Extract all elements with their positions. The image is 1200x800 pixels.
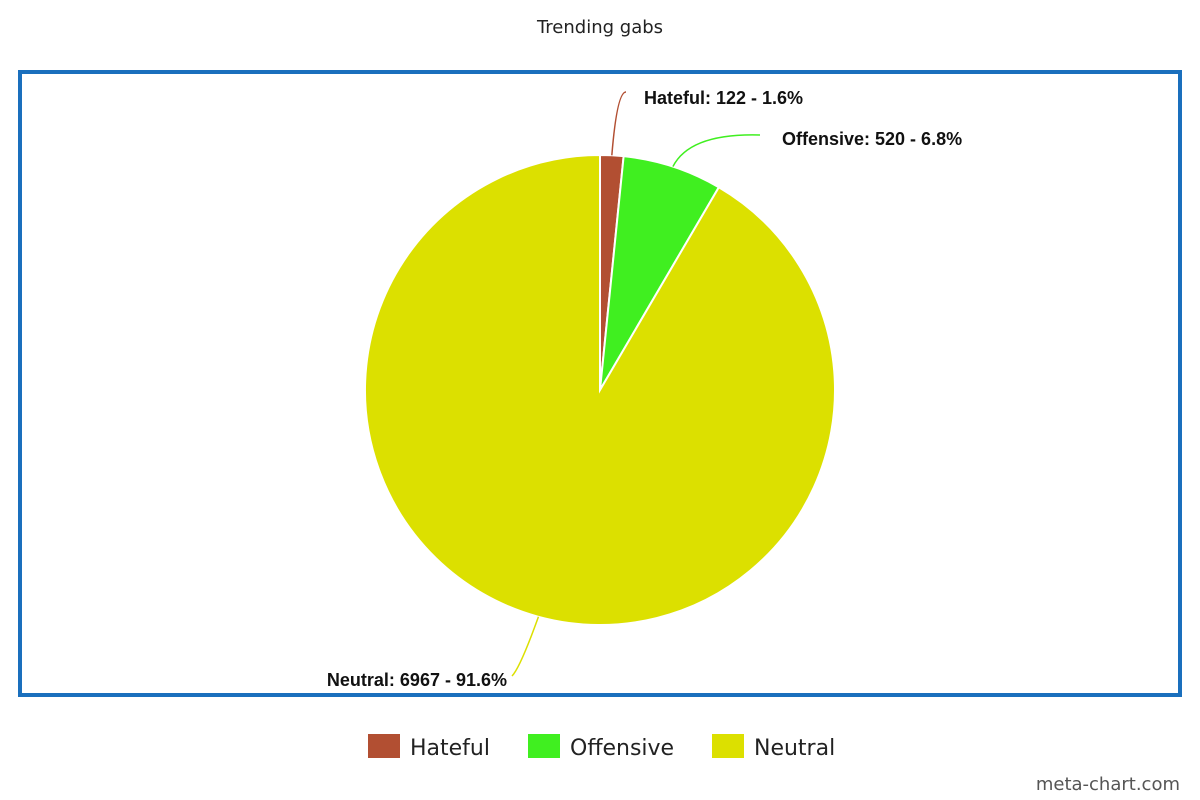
legend-label-offensive: Offensive: [570, 736, 674, 761]
leader-line-neutral: [511, 616, 540, 677]
legend-label-hateful: Hateful: [410, 736, 490, 761]
plot-frame: [18, 70, 1182, 697]
legend: Hateful Offensive Neutral: [368, 734, 835, 761]
pie-slices: [364, 153, 836, 626]
legend-label-neutral: Neutral: [754, 736, 835, 761]
leader-line-hateful: [611, 91, 627, 156]
chart-title: Trending gabs: [536, 17, 663, 38]
data-label-neutral: Neutral: 6967 - 91.6%: [327, 670, 507, 690]
legend-swatch-offensive: [528, 734, 560, 758]
legend-swatch-hateful: [368, 734, 400, 758]
leader-lines: [511, 91, 761, 677]
leader-line-offensive: [672, 134, 761, 167]
legend-swatch-neutral: [712, 734, 744, 758]
watermark: meta-chart.com: [1036, 774, 1180, 795]
pie-slice-neutral: [364, 153, 836, 626]
data-label-hateful: Hateful: 122 - 1.6%: [644, 88, 803, 108]
data-label-offensive: Offensive: 520 - 6.8%: [782, 129, 962, 149]
